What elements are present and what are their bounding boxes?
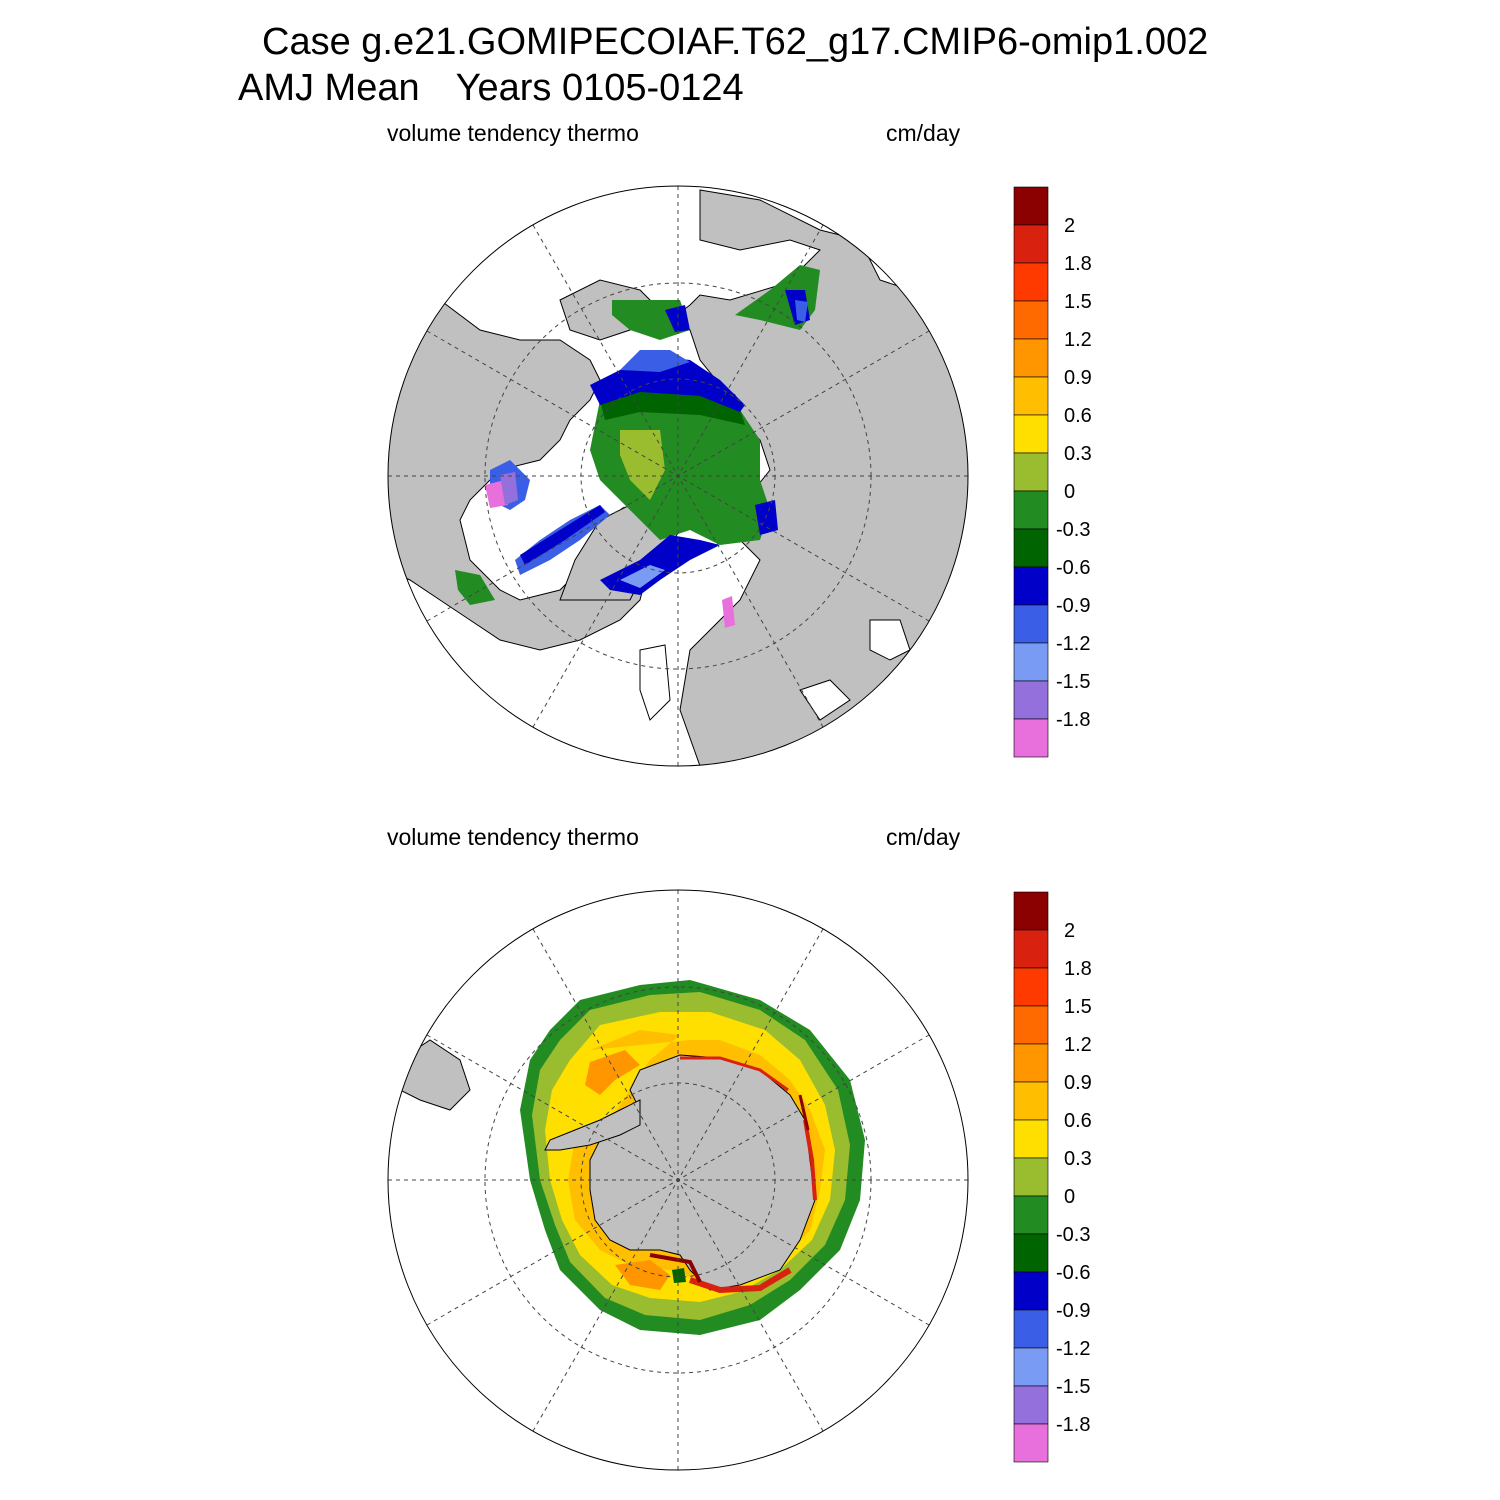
figure-title: Case g.e21.GOMIPECOIAF.T62_g17.CMIP6-omi… <box>262 21 1209 63</box>
colorbar-swatch <box>1013 300 1049 340</box>
colorbar-swatch <box>1013 490 1049 530</box>
north-field-light-green <box>620 430 665 500</box>
north-field-east-greenland-light <box>620 565 665 588</box>
colorbar-tick-label: -1.2 <box>1056 633 1090 655</box>
colorbar-swatch <box>1013 1081 1049 1121</box>
colorbar-swatch <box>1013 376 1049 416</box>
north-field-central-arctic <box>590 390 770 545</box>
north-field-hudson-purple <box>500 472 518 505</box>
south-colorbar-labels: 2 1.8 1.5 1.2 0.9 0.6 0.3 0 -0.3 -0.6 -0.9 -1.2 -1.5… <box>1056 920 1092 1436</box>
north-field-barents <box>755 500 778 535</box>
colorbar-swatch <box>1013 1423 1049 1463</box>
colorbar-swatch <box>1013 338 1049 378</box>
north-variable-label: volume tendency thermo <box>387 120 639 146</box>
colorbar-tick-label: 1.8 <box>1064 958 1092 980</box>
north-field-blue-bering <box>665 305 690 332</box>
north-map-border <box>387 185 969 767</box>
north-field-lightblue-chukchi <box>620 350 690 372</box>
colorbar-tick-label: -1.8 <box>1056 709 1090 731</box>
colorbar-tick-label: 2 <box>1064 920 1075 942</box>
colorbar-swatch <box>1013 1119 1049 1159</box>
colorbar-tick-label: -1.5 <box>1056 671 1090 693</box>
south-variable-label: volume tendency thermo <box>387 824 639 850</box>
colorbar-swatch <box>1013 1043 1049 1083</box>
north-graticule <box>388 186 968 766</box>
colorbar-swatch <box>1013 929 1049 969</box>
colorbar-swatch <box>1013 262 1049 302</box>
north-field-dark-green-band <box>600 392 745 425</box>
colorbar-tick-label: 0 <box>1064 481 1075 503</box>
south-units-label: cm/day <box>886 824 961 850</box>
colorbar-tick-label: 1.5 <box>1064 996 1092 1018</box>
colorbar-tick-label: -0.3 <box>1056 1224 1090 1246</box>
south-graticule <box>388 890 968 1470</box>
colorbar-swatch <box>1013 528 1049 568</box>
colorbar-tick-label: -0.9 <box>1056 595 1090 617</box>
north-field-baltic <box>722 596 735 628</box>
colorbar-swatch <box>1013 1271 1049 1311</box>
colorbar-swatch <box>1013 1157 1049 1197</box>
colorbar-swatch <box>1013 1195 1049 1235</box>
years-label: Years 0105-0124 <box>455 67 744 109</box>
figure-subtitle: AMJ Mean Years 0105-0124 <box>238 68 744 108</box>
colorbar-swatch <box>1013 680 1049 720</box>
colorbar-swatch <box>1013 1005 1049 1045</box>
south-land-peninsula <box>544 1099 641 1151</box>
north-polar-map <box>387 185 969 767</box>
colorbar-swatch <box>1013 566 1049 606</box>
colorbar-swatch <box>1013 414 1049 454</box>
season-label: AMJ Mean <box>238 67 420 109</box>
colorbar-tick-label: 0.9 <box>1064 1072 1092 1094</box>
colorbar-tick-label: -0.9 <box>1056 1300 1090 1322</box>
north-field-okhotsk-lightblue <box>795 300 808 322</box>
colorbar-tick-label: 0.6 <box>1064 405 1092 427</box>
colorbar-swatch <box>1013 1385 1049 1425</box>
north-colorbar: 2 1.8 1.5 1.2 0.9 0.6 0.3 0 -0.3 -0.6 -0.9 -1.2 -1.5… <box>1013 186 1092 758</box>
colorbar-swatch <box>1013 1233 1049 1273</box>
colorbar-tick-label: -0.3 <box>1056 519 1090 541</box>
colorbar-tick-label: 0.6 <box>1064 1110 1092 1132</box>
north-colorbar-swatches <box>1013 186 1049 758</box>
colorbar-tick-label: -0.6 <box>1056 1262 1090 1284</box>
colorbar-tick-label: 0.3 <box>1064 443 1092 465</box>
north-field-baffin-blue <box>520 505 605 565</box>
colorbar-swatch <box>1013 224 1049 264</box>
colorbar-swatch <box>1013 1347 1049 1387</box>
colorbar-swatch <box>1013 718 1049 758</box>
north-field-labrador-green <box>455 570 495 605</box>
south-map-border <box>387 889 969 1471</box>
south-field-orange-2 <box>615 1260 670 1290</box>
colorbar-tick-label: 1.2 <box>1064 329 1092 351</box>
south-colorbar: 2 1.8 1.5 1.2 0.9 0.6 0.3 0 -0.3 -0.6 -0.9 -1.2 -1.5… <box>1013 891 1092 1463</box>
colorbar-swatch <box>1013 967 1049 1007</box>
south-polar-map <box>387 889 969 1471</box>
colorbar-swatch <box>1013 186 1049 226</box>
colorbar-swatch <box>1013 642 1049 682</box>
colorbar-swatch <box>1013 452 1049 492</box>
south-land-south-america <box>399 1039 471 1111</box>
colorbar-swatch <box>1013 604 1049 644</box>
colorbar-tick-label: 1.8 <box>1064 253 1092 275</box>
colorbar-tick-label: 0.3 <box>1064 1148 1092 1170</box>
colorbar-tick-label: -1.8 <box>1056 1414 1090 1436</box>
colorbar-tick-label: -1.5 <box>1056 1376 1090 1398</box>
colorbar-tick-label: 2 <box>1064 215 1075 237</box>
north-colorbar-labels: 2 1.8 1.5 1.2 0.9 0.6 0.3 0 -0.3 -0.6 -0.9 -1.2 -1.5… <box>1056 215 1092 731</box>
colorbar-swatch <box>1013 1309 1049 1349</box>
colorbar-tick-label: 1.2 <box>1064 1034 1092 1056</box>
colorbar-swatch <box>1013 891 1049 931</box>
colorbar-tick-label: 1.5 <box>1064 291 1092 313</box>
colorbar-tick-label: 0.9 <box>1064 367 1092 389</box>
south-field-red-fringe <box>689 1267 792 1294</box>
colorbar-tick-label: -0.6 <box>1056 557 1090 579</box>
north-units-label: cm/day <box>886 120 961 146</box>
colorbar-tick-label: 0 <box>1064 1186 1075 1208</box>
south-field-orange <box>585 1050 640 1095</box>
south-colorbar-swatches <box>1013 891 1049 1463</box>
colorbar-tick-label: -1.2 <box>1056 1338 1090 1360</box>
south-field-green-spot <box>672 1268 686 1283</box>
